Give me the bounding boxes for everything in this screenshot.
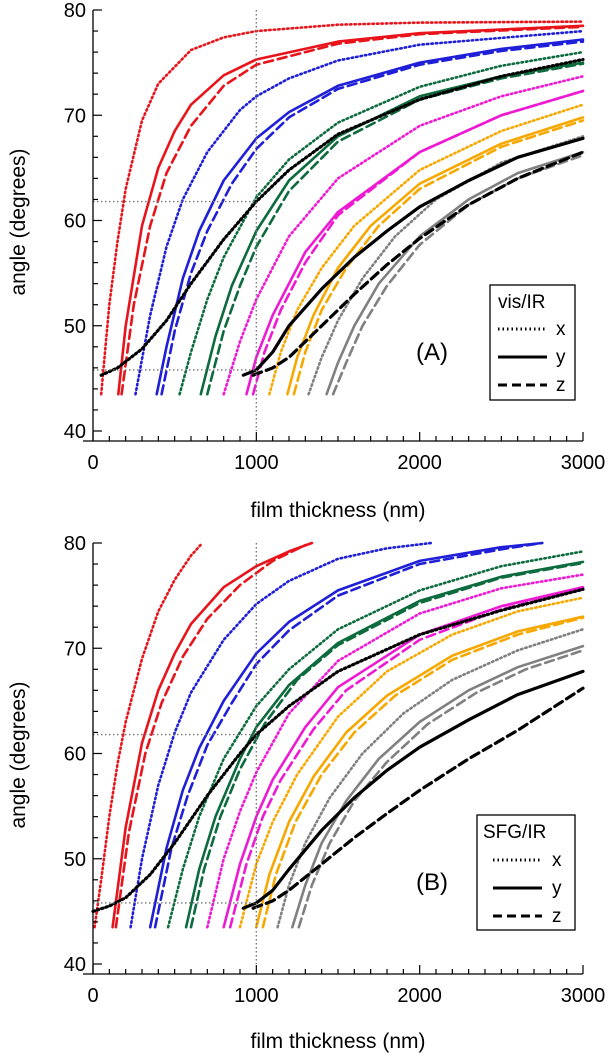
legend-label-y: y (556, 347, 566, 368)
y-tick-label: 80 (64, 533, 86, 555)
guide-lines (93, 543, 258, 964)
series-line-red-solid (111, 541, 314, 929)
x-tick-label: 3000 (561, 452, 606, 474)
y-tick-label: 40 (64, 954, 86, 976)
panel-label: (B) (416, 869, 448, 896)
legend: SFG/IR x y z (476, 814, 576, 931)
series-line-red-dashed (114, 543, 307, 929)
legend-label-z: z (552, 906, 562, 927)
x-axis-title: film thickness (nm) (250, 499, 425, 522)
series-line-orange-dashed (261, 616, 585, 929)
y-tick-label: 40 (64, 421, 86, 443)
axes: 40 50 60 70 80 0 1000 2000 3000 (64, 0, 606, 474)
x-axis-title: film thickness (nm) (250, 1030, 425, 1053)
series-line-red-solid (117, 24, 585, 396)
series-line-black-solid (241, 136, 585, 377)
series-line-green-solid (184, 560, 585, 929)
series-line-orange-dashed (292, 119, 585, 396)
y-tick-label: 80 (64, 0, 86, 22)
x-tick-label: 2000 (397, 985, 442, 1007)
legend-box (489, 284, 576, 401)
legend-label-x: x (556, 319, 566, 340)
x-tick-label: 2000 (397, 452, 442, 474)
x-tick-label: 0 (87, 985, 98, 1007)
legend-title: SFG/IR (483, 822, 546, 843)
series-line-black-dashed (251, 150, 585, 377)
x-tick-label: 0 (87, 452, 98, 474)
series-line-blue-dotted (129, 541, 433, 929)
series-line-black-solid (241, 669, 585, 910)
x-tick-label: 1000 (234, 985, 279, 1007)
series-line-blue-solid (148, 541, 544, 929)
chart-panel-a: 40 50 60 70 80 0 1000 2000 3000 film thickness (… (7, 0, 605, 522)
series-line-blue-dotted (134, 29, 585, 396)
series-line-red-dashed (120, 25, 585, 396)
y-tick-label: 70 (64, 105, 86, 127)
y-tick-label: 60 (64, 744, 86, 766)
series-line-red-dotted (99, 20, 585, 396)
series-line-orange-dotted (268, 103, 585, 396)
series-line-magenta-solid (222, 585, 585, 929)
series-line-orange-dotted (238, 596, 585, 929)
series-line-green-dotted (178, 50, 585, 396)
series-line-green-dashed (189, 561, 585, 929)
axes: 40 50 60 70 80 0 1000 2000 3000 (64, 533, 606, 1007)
series-line-black-dotted (99, 57, 585, 377)
y-tick-label: 50 (64, 849, 86, 871)
series-line-magenta-dashed (251, 89, 585, 396)
series-line-black-dotted (91, 587, 585, 914)
series-line-gray-solid (325, 150, 585, 396)
series-line-red-dotted (93, 541, 204, 929)
legend-label-x: x (552, 850, 562, 871)
series-line-orange-solid (286, 116, 585, 396)
series-line-magenta-dotted (206, 573, 585, 929)
legend-title: vis/IR (498, 292, 546, 313)
x-tick-label: 3000 (561, 985, 606, 1007)
y-tick-label: 70 (64, 638, 86, 660)
series-line-green-dotted (166, 550, 585, 929)
legend-label-y: y (552, 878, 562, 899)
legend-box (476, 814, 576, 931)
y-tick-label: 60 (64, 211, 86, 233)
y-axis-title: angle (degrees) (7, 681, 30, 828)
series-line-gray-dotted (276, 627, 585, 929)
y-tick-label: 50 (64, 316, 86, 338)
legend: vis/IR x y z (489, 284, 576, 401)
series-line-gray-dashed (297, 649, 585, 929)
guide-lines (93, 10, 258, 431)
y-axis-title: angle (degrees) (7, 148, 30, 295)
legend-label-z: z (556, 375, 566, 396)
series-line-orange-solid (254, 615, 585, 929)
series-line-magenta-dotted (222, 75, 585, 396)
series-line-black-dashed (251, 686, 585, 910)
panel-label: (A) (416, 339, 448, 366)
series-layer (91, 541, 585, 929)
chart-panel-b: 40 50 60 70 80 0 1000 2000 3000 film thickness (… (7, 533, 605, 1053)
x-tick-label: 1000 (234, 452, 279, 474)
series-layer (99, 20, 585, 396)
